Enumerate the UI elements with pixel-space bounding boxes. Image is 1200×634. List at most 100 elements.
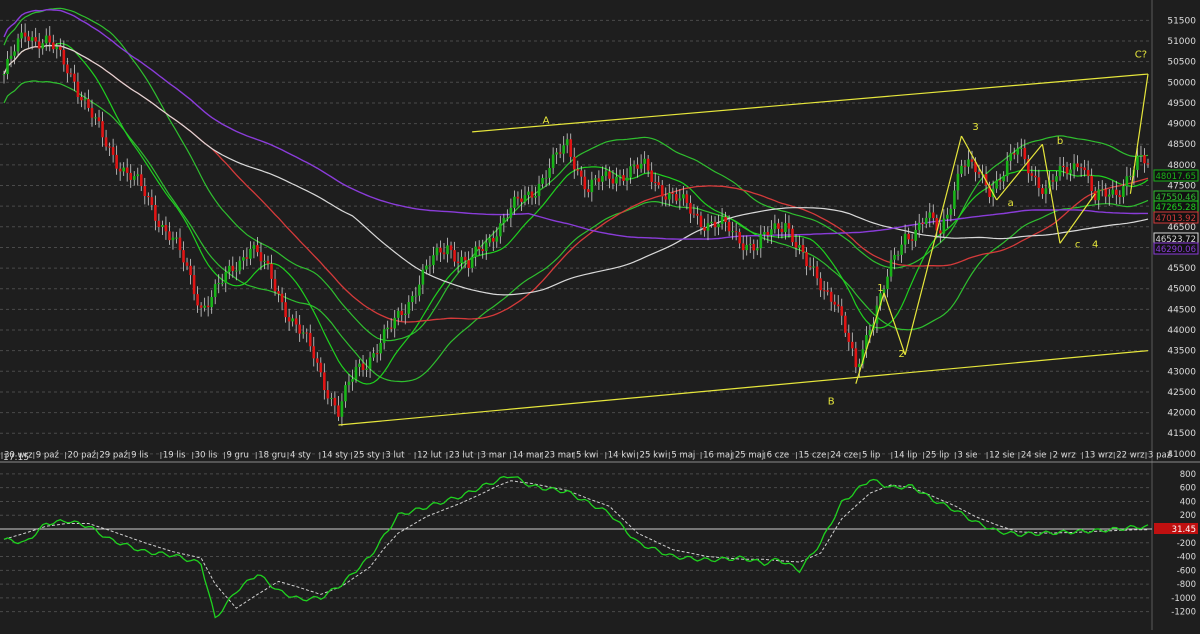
candle-body [650, 170, 653, 182]
macd-line [3, 475, 1149, 619]
osc-value-tag [1154, 523, 1198, 534]
candle-body [136, 174, 140, 177]
date-tick-label: 9 gru [226, 451, 248, 461]
candle-body [435, 247, 439, 256]
candle-body [442, 252, 446, 255]
wave-label: 1 [877, 283, 883, 294]
date-tick-label: 25 sty [354, 451, 380, 461]
candle-body [970, 159, 974, 162]
candle-body [111, 147, 115, 155]
trend-line-lower [338, 350, 1149, 426]
date-tick-label: 24 cze [830, 451, 858, 461]
candle-body [76, 81, 80, 97]
candle-body [499, 223, 502, 237]
candle-body [636, 164, 639, 169]
date-tick-label: 30 lis [195, 451, 218, 461]
candle-body [713, 221, 717, 228]
candle-body [551, 154, 555, 168]
candle-body [1030, 173, 1034, 176]
candle-body [1044, 188, 1048, 194]
candle-body [851, 341, 854, 349]
osc-tick-label: 800 [1180, 470, 1196, 480]
candle-body [1090, 175, 1093, 192]
candle-body [555, 152, 558, 155]
candle-body [900, 244, 903, 255]
candle-body [1100, 189, 1104, 191]
candle-body [217, 282, 221, 285]
candle-body [1055, 176, 1058, 182]
candle-body [344, 385, 347, 402]
candle-body [379, 342, 382, 354]
value-tag [1153, 211, 1199, 224]
candle-body [710, 221, 713, 224]
candle-body [30, 37, 34, 41]
candle-body [657, 182, 661, 186]
candle-body [1079, 167, 1083, 169]
candle-body [139, 174, 143, 187]
trend-line-upper [472, 73, 1149, 133]
candle-body [988, 185, 991, 198]
candle-body [467, 260, 470, 268]
candle-body [858, 363, 861, 368]
candle-body [917, 222, 921, 230]
candle-body [393, 317, 397, 329]
price-grid [0, 19, 1152, 455]
wave-label: A [543, 116, 550, 127]
date-tick-label: 14 mar [512, 451, 543, 461]
candle-body [1058, 165, 1062, 177]
sma-long [3, 44, 1149, 296]
candle-body [520, 198, 523, 202]
candle-body [717, 223, 720, 228]
date-tick-label: 3 lut [385, 451, 405, 461]
candle-body [62, 49, 66, 65]
candle-body [611, 178, 615, 184]
price-tick-label: 43000 [1167, 367, 1196, 377]
candle-body [154, 205, 157, 221]
candle-body [368, 357, 372, 369]
price-tick-label: 41000 [1167, 450, 1196, 460]
candle-body [44, 35, 48, 44]
candle-body [13, 51, 16, 56]
candle-body [836, 304, 840, 307]
candle-body [731, 231, 734, 233]
candle-body [231, 265, 235, 271]
candle-body [629, 166, 632, 178]
candle-body [682, 194, 685, 199]
candle-body [615, 176, 618, 184]
candle-body [273, 278, 277, 292]
candle-body [643, 158, 646, 164]
wave-label: C? [1135, 50, 1147, 61]
candle-body [319, 362, 323, 373]
candle-body [703, 227, 706, 231]
candle-body [502, 217, 506, 224]
candle-body [122, 167, 125, 172]
candle-body [787, 223, 791, 229]
candle-body [1051, 180, 1055, 182]
candle-body [294, 318, 298, 325]
candle-body [1041, 188, 1044, 194]
candle-body [921, 222, 925, 224]
candle-body [484, 242, 488, 252]
date-tick-label: 22 wrz [1116, 451, 1145, 461]
candle-body [963, 165, 967, 167]
wave-label: 2 [898, 349, 904, 360]
candle-body [513, 196, 516, 208]
candle-body [446, 245, 449, 255]
candle-body [791, 228, 794, 243]
candle-body [1125, 176, 1129, 187]
wave-label: 4 [1092, 239, 1098, 250]
wave-line [855, 292, 885, 384]
candle-body [414, 295, 418, 297]
candle-body [400, 310, 404, 315]
candle-body [924, 217, 928, 224]
price-tick-label: 51000 [1167, 37, 1196, 47]
candle-body [386, 327, 389, 330]
date-tick-label: 3 mar [481, 451, 507, 461]
candle-body [562, 145, 565, 154]
date-tick-label: 3 paź [1148, 451, 1172, 461]
candle-body [1083, 167, 1086, 171]
candle-body [724, 216, 727, 222]
osc-tick-label: -1000 [1171, 594, 1196, 604]
candle-body [808, 266, 812, 268]
